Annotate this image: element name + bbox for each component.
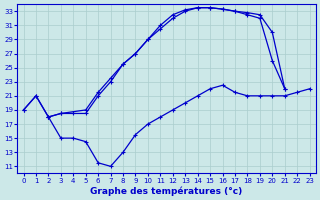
X-axis label: Graphe des températures (°c): Graphe des températures (°c): [91, 186, 243, 196]
